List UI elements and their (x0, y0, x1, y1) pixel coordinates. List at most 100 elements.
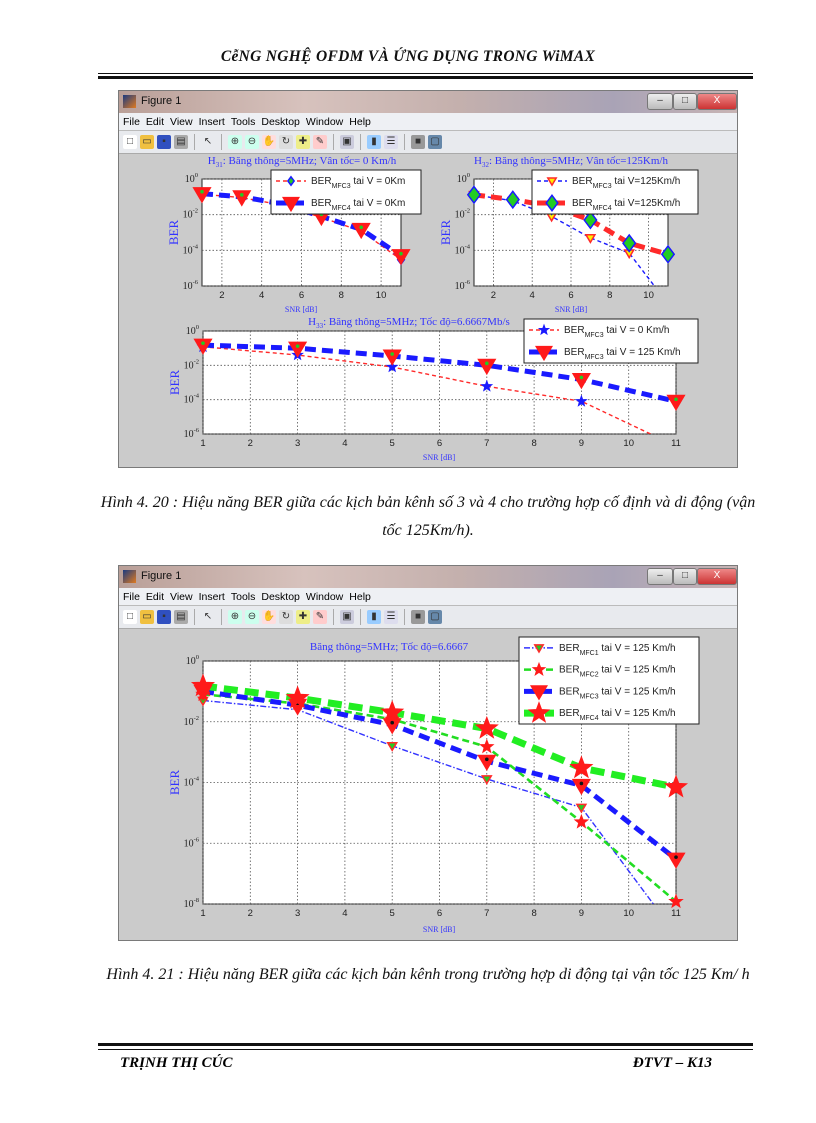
menu-view[interactable]: View (170, 115, 193, 128)
hide-plot-tools-icon[interactable]: ■ (411, 610, 425, 624)
menu-tools[interactable]: Tools (230, 115, 256, 128)
legend-icon[interactable]: ☰ (384, 135, 398, 149)
show-plot-tools-icon[interactable]: ▢ (428, 610, 442, 624)
link-plot-icon[interactable]: ▣ (340, 135, 354, 149)
menu-file[interactable]: File (123, 115, 140, 128)
y-axis-label: BER (438, 220, 453, 246)
header-rule-thick (98, 76, 753, 79)
legend-sub: MFC2 (580, 672, 599, 679)
menu-edit[interactable]: Edit (145, 115, 165, 128)
menu-desktop[interactable]: Desktop (261, 115, 300, 128)
zoom-out-icon[interactable]: ⊖ (245, 610, 259, 624)
legend-marker-fig1-mfc4 (545, 194, 559, 212)
menu-help[interactable]: Help (349, 115, 371, 128)
x-tick-label: 9 (579, 438, 584, 449)
data-point-fig2-mfc4 (380, 699, 405, 723)
x-tick-label: 10 (623, 908, 634, 919)
x-tick-label: 11 (671, 908, 681, 919)
legend-entry: BERMFC4 tai V=125Km/h (572, 198, 680, 212)
zoom-in-icon[interactable]: ⊕ (228, 135, 242, 149)
data-point-fig2-mfc3 (382, 718, 402, 735)
toolbar-separator (221, 134, 222, 150)
maximize-button[interactable]: □ (673, 568, 697, 585)
data-point-fig1-mfc3 (584, 233, 597, 244)
menu-bar: File Edit View Insert Tools Desktop Window Help (119, 113, 737, 131)
y-axis-label: BER (166, 220, 181, 246)
tick-exponent: -2 (465, 208, 470, 215)
show-plot-tools-icon[interactable]: ▢ (428, 135, 442, 149)
legend-sub: MFC4 (332, 205, 351, 212)
data-point-fig2-mfc4 (285, 685, 310, 709)
zoom-in-icon[interactable]: ⊕ (228, 610, 242, 624)
save-icon[interactable]: ▪ (157, 610, 171, 624)
figure-caption-4-20: Hình 4. 20 : Hiệu năng BER giữa các kịch… (100, 494, 756, 539)
minimize-button[interactable]: – (647, 568, 673, 585)
print-icon[interactable]: ▤ (174, 135, 188, 149)
pointer-icon[interactable]: ↖ (203, 611, 213, 622)
menu-edit[interactable]: Edit (145, 590, 165, 603)
series-layer (203, 342, 676, 434)
menu-window[interactable]: Window (305, 590, 344, 603)
legend-sub: MFC3 (585, 354, 604, 361)
colorbar-icon[interactable]: ▮ (367, 610, 381, 624)
new-file-icon[interactable]: □ (123, 610, 137, 624)
pointer-icon[interactable]: ↖ (203, 136, 213, 147)
open-file-icon[interactable]: ▭ (140, 135, 154, 149)
legend-ber: BER (559, 665, 580, 676)
menu-help[interactable]: Help (349, 590, 371, 603)
data-point-fig1-mfc4 (466, 185, 482, 205)
legend-ber: BER (572, 198, 593, 209)
title-rest: Băng thông=5MHz; Tốc độ=6.6667 (310, 641, 469, 653)
brush-icon[interactable]: ✎ (313, 135, 327, 149)
link-plot-icon[interactable]: ▣ (340, 610, 354, 624)
open-file-icon[interactable]: ▭ (140, 610, 154, 624)
x-tick-label: 2 (491, 290, 496, 301)
x-tick-label: 5 (390, 908, 395, 919)
close-button[interactable]: X (697, 568, 737, 585)
legend-rest: tai V = 0Km (351, 176, 406, 187)
pan-icon[interactable]: ✋ (262, 135, 276, 149)
toolbar-separator (404, 609, 405, 625)
x-tick-label: 2 (219, 290, 224, 301)
zoom-out-icon[interactable]: ⊖ (245, 135, 259, 149)
legend-ber: BER (572, 176, 593, 187)
series-layer (203, 682, 676, 904)
legend-sub: MFC4 (580, 715, 599, 722)
tick-exponent: 0 (196, 324, 199, 331)
rotate-icon[interactable]: ↻ (279, 610, 293, 624)
data-cursor-icon[interactable]: ✚ (296, 135, 310, 149)
rotate-icon[interactable]: ↻ (279, 135, 293, 149)
hide-plot-tools-icon[interactable]: ■ (411, 135, 425, 149)
toolbar-separator (194, 134, 195, 150)
close-button[interactable]: X (697, 93, 737, 110)
series-line-mfc1 (203, 699, 655, 904)
maximize-button[interactable]: □ (673, 93, 697, 110)
data-cursor-icon[interactable]: ✚ (296, 610, 310, 624)
legend-ber: BER (559, 643, 580, 654)
save-icon[interactable]: ▪ (157, 135, 171, 149)
minimize-button[interactable]: – (647, 93, 673, 110)
menu-view[interactable]: View (170, 590, 193, 603)
y-tick-label: 10-6 (455, 279, 471, 292)
menu-insert[interactable]: Insert (198, 115, 225, 128)
pan-icon[interactable]: ✋ (262, 610, 276, 624)
matlab-figure-window-2: Figure 1– □ X File Edit View Insert Tools Deskto… (118, 565, 738, 941)
menu-insert[interactable]: Insert (198, 590, 225, 603)
colorbar-icon[interactable]: ▮ (367, 135, 381, 149)
new-file-icon[interactable]: □ (123, 135, 137, 149)
y-axis-label: BER (167, 370, 182, 396)
menu-desktop[interactable]: Desktop (261, 590, 300, 603)
x-tick-label: 4 (259, 290, 264, 301)
print-icon[interactable]: ▤ (174, 610, 188, 624)
menu-tools[interactable]: Tools (230, 590, 256, 603)
title-bar: Figure 1 – □ X (119, 566, 737, 588)
tick-exponent: 0 (196, 654, 199, 661)
legend-icon[interactable]: ☰ (384, 610, 398, 624)
menu-window[interactable]: Window (305, 115, 344, 128)
menu-file[interactable]: File (123, 590, 140, 603)
brush-icon[interactable]: ✎ (313, 610, 327, 624)
x-tick-label: 6 (437, 438, 442, 449)
data-point-fig2-mfc3 (477, 754, 497, 771)
